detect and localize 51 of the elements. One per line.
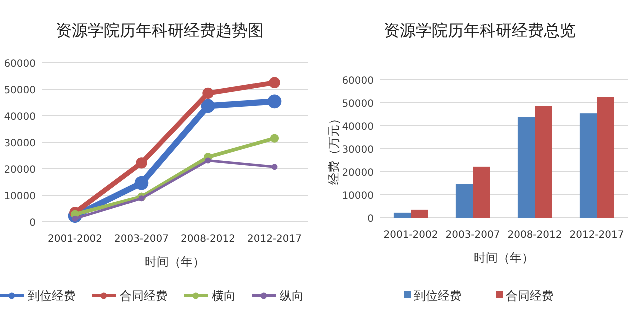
y-tick-label: 40000 — [4, 112, 36, 123]
bar — [411, 210, 428, 218]
y-tick-label: 0 — [368, 214, 374, 225]
x-tick-label: 2003-2007 — [114, 234, 170, 245]
legend-label: 合同经费 — [506, 289, 554, 303]
bar — [456, 184, 473, 218]
legend-label: 横向 — [212, 289, 236, 303]
bar — [473, 166, 490, 218]
bar — [535, 106, 552, 218]
y-axis-title: 经费（万元） — [327, 113, 341, 185]
point — [136, 158, 148, 169]
x-tick-label: 2001-2002 — [384, 230, 438, 241]
x-tick-label: 2008-2012 — [180, 234, 236, 245]
x-tick-label: 2008-2012 — [508, 230, 562, 241]
y-tick-label: 60000 — [4, 59, 36, 70]
point — [138, 196, 145, 202]
x-tick-label: 2012-2017 — [570, 230, 624, 241]
bar — [580, 114, 597, 218]
chart-title: 资源学院历年科研经费趋势图 — [56, 21, 264, 40]
bar — [518, 117, 535, 218]
legend-label: 到位经费 — [28, 289, 76, 303]
y-tick-label: 20000 — [4, 165, 36, 176]
point — [134, 176, 149, 190]
x-tick-label: 2001-2002 — [48, 234, 103, 245]
y-tick-label: 0 — [30, 218, 36, 229]
point — [205, 158, 212, 164]
point — [270, 134, 280, 143]
legend-label: 合同经费 — [120, 289, 168, 303]
y-tick-label: 60000 — [342, 76, 374, 87]
y-tick-label: 30000 — [342, 145, 374, 156]
chart-title: 资源学院历年科研经费总览 — [384, 21, 576, 40]
y-tick-label: 20000 — [342, 168, 374, 179]
y-tick-label: 50000 — [342, 99, 374, 110]
point — [272, 164, 278, 170]
legend-label: 到位经费 — [414, 289, 462, 303]
x-tick-label: 2012-2017 — [247, 234, 302, 245]
legend-label: 纵向 — [280, 289, 304, 303]
point — [202, 88, 214, 100]
bar — [597, 97, 614, 218]
x-axis-title: 时间（年） — [474, 251, 534, 265]
y-tick-label: 10000 — [342, 191, 374, 202]
y-tick-label: 30000 — [4, 138, 36, 150]
x-axis-title: 时间（年） — [145, 255, 205, 269]
y-tick-label: 50000 — [4, 86, 36, 96]
y-tick-label: 40000 — [342, 122, 374, 133]
point — [269, 77, 280, 88]
y-tick-label: 10000 — [4, 192, 36, 202]
point — [268, 94, 282, 109]
point — [201, 99, 216, 114]
x-tick-label: 2003-2007 — [446, 230, 500, 241]
bar — [394, 212, 411, 218]
